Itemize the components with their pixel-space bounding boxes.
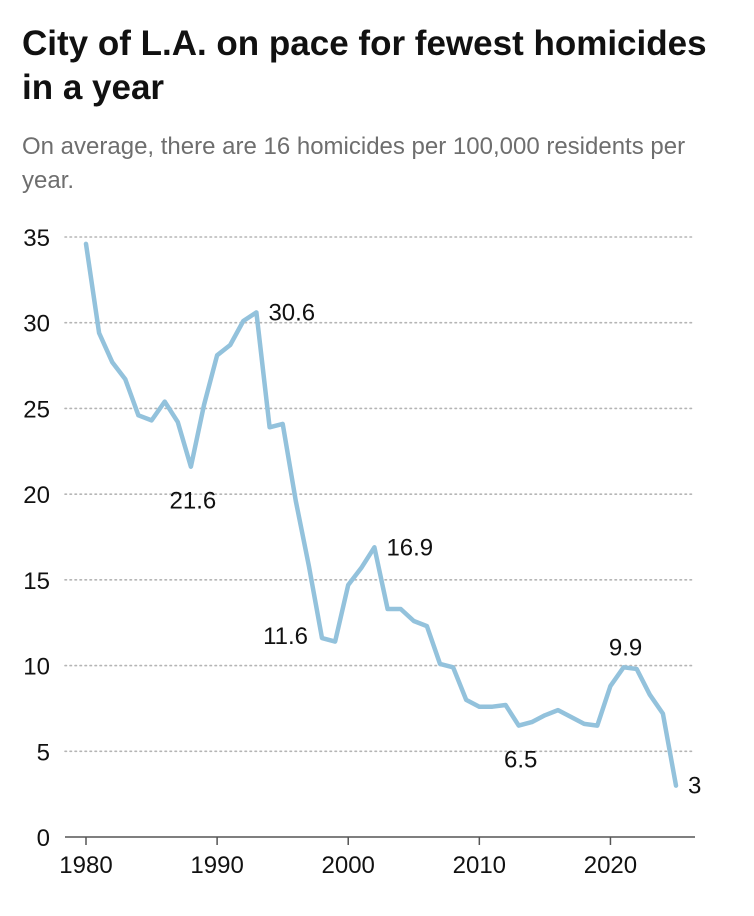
series-line <box>83 241 679 788</box>
series-line-layer <box>83 241 679 788</box>
x-tick-label: 1980 <box>59 852 112 879</box>
axes: 0 5 10 15 20 25 30 35 1980 1990 2000 2010 2020 <box>23 225 695 879</box>
data-label: 6.5 <box>504 747 537 774</box>
data-labels: 30.6 21.6 16.9 11.6 9.9 6.5 3 <box>170 299 702 799</box>
y-tick-label: 25 <box>23 396 50 423</box>
y-tick-label: 5 <box>37 739 50 766</box>
data-label: 21.6 <box>170 488 217 515</box>
y-tick-label: 0 <box>37 825 50 852</box>
y-tick-label: 10 <box>23 654 50 681</box>
chart-title: City of L.A. on pace for fewest homicide… <box>22 24 707 107</box>
data-label: 3 <box>688 773 701 800</box>
y-tick-label: 20 <box>23 482 50 509</box>
x-tick-label: 1990 <box>190 852 243 879</box>
x-tick-label: 2000 <box>322 852 375 879</box>
y-tick-label: 30 <box>23 311 50 338</box>
data-label: 30.6 <box>268 299 315 326</box>
chart-subtitle: On average, there are 16 homicides per 1… <box>22 133 686 194</box>
x-tick-label: 2020 <box>584 852 637 879</box>
gridlines <box>64 236 696 753</box>
x-tick-label: 2010 <box>453 852 506 879</box>
y-tick-label: 35 <box>23 225 50 252</box>
y-tick-label: 15 <box>23 568 50 595</box>
data-label: 16.9 <box>386 534 433 561</box>
data-label: 11.6 <box>263 623 308 650</box>
data-label: 9.9 <box>609 634 642 661</box>
